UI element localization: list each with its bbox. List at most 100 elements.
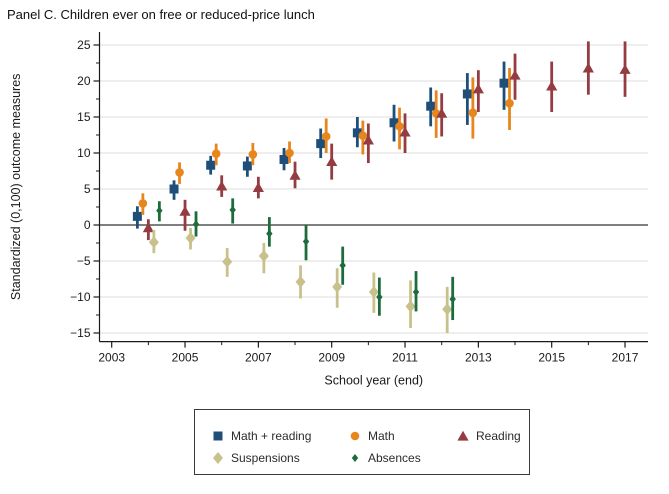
square-marker-icon xyxy=(211,429,225,443)
y-tick-label: −15 xyxy=(70,326,91,340)
marker-absences-2008 xyxy=(302,237,310,246)
marker-absences-2009 xyxy=(339,261,346,270)
marker-math-plus-reading-2012 xyxy=(426,101,436,111)
y-tick-label: −10 xyxy=(70,290,91,304)
marker-reading-2017 xyxy=(619,64,631,74)
y-axis-label: Standardized (0,100) outcome measures xyxy=(9,74,23,301)
marker-reading-2006 xyxy=(216,180,228,191)
x-tick-label: 2009 xyxy=(318,351,345,365)
legend-item-suspensions: Suspensions xyxy=(211,451,300,465)
x-tick-label: 2017 xyxy=(612,351,639,365)
marker-absences-2012 xyxy=(449,295,456,304)
x-tick-label: 2003 xyxy=(98,351,125,365)
y-tick-label: 20 xyxy=(77,74,91,88)
y-tick-label: 15 xyxy=(77,110,91,124)
legend-item-absences: Absences xyxy=(348,451,421,465)
diamond-icon xyxy=(213,452,223,464)
marker-reading-2007 xyxy=(252,182,264,192)
y-tick-label: 10 xyxy=(77,146,91,160)
marker-math-2010 xyxy=(358,131,368,141)
legend-label: Suspensions xyxy=(231,451,300,465)
marker-math-2014 xyxy=(505,99,514,108)
marker-suspensions-2004 xyxy=(148,236,159,249)
diamond-marker-icon xyxy=(211,451,225,465)
math-legend-glyph xyxy=(350,431,360,441)
legend-item-math-plus-reading: Math + reading xyxy=(211,429,311,443)
y-tick-label: 0 xyxy=(84,218,91,232)
marker-absences-2011 xyxy=(412,287,420,296)
legend-label: Reading xyxy=(476,429,521,443)
marker-math-2013 xyxy=(468,108,478,117)
marker-math-2005 xyxy=(175,168,184,177)
x-tick-label: 2013 xyxy=(465,351,492,365)
x-tick-label: 2005 xyxy=(172,351,199,365)
marker-suspensions-2007 xyxy=(258,249,269,262)
triangle-icon xyxy=(457,430,469,441)
legend: Math + reading Math Reading Suspensions … xyxy=(194,409,530,475)
marker-reading-2012 xyxy=(436,108,448,118)
marker-reading-2008 xyxy=(289,169,301,180)
marker-math-2004 xyxy=(138,199,148,208)
marker-math-2006 xyxy=(211,149,221,159)
y-tick-label: 5 xyxy=(84,182,91,196)
marker-math-2008 xyxy=(285,148,294,158)
marker-absences-2010 xyxy=(376,293,383,301)
x-tick-label: 2015 xyxy=(538,351,565,365)
marker-reading-2013 xyxy=(472,83,484,94)
marker-absences-2005 xyxy=(192,220,200,229)
x-axis-label: School year (end) xyxy=(324,374,423,388)
diamond-small-icon xyxy=(351,454,359,462)
marker-math-plus-reading-2007 xyxy=(242,161,252,171)
y-tick-label: −5 xyxy=(77,254,91,268)
marker-reading-2005 xyxy=(179,205,191,216)
circle-marker-icon xyxy=(348,429,362,443)
marker-absences-2004 xyxy=(156,206,163,215)
marker-math-plus-reading-2011 xyxy=(389,118,399,128)
marker-suspensions-2008 xyxy=(295,275,306,288)
legend-item-math: Math xyxy=(348,429,395,443)
triangle-marker-icon xyxy=(456,429,470,443)
marker-suspensions-2012 xyxy=(442,303,453,316)
legend-label: Absences xyxy=(368,451,421,465)
circle-icon xyxy=(350,431,360,441)
marker-math-plus-reading-2004 xyxy=(132,211,142,221)
marker-math-2009 xyxy=(321,132,331,141)
marker-suspensions-2011 xyxy=(405,300,416,313)
math-plus-reading-legend-glyph xyxy=(213,431,223,441)
marker-suspensions-2009 xyxy=(332,280,343,293)
marker-math-plus-reading-2005 xyxy=(169,184,179,194)
square-icon xyxy=(213,431,223,441)
y-tick-label: 25 xyxy=(77,38,91,52)
marker-suspensions-2005 xyxy=(185,231,196,244)
marker-math-2011 xyxy=(395,122,404,131)
marker-suspensions-2006 xyxy=(222,255,233,268)
marker-reading-2016 xyxy=(582,62,594,73)
marker-math-plus-reading-2006 xyxy=(206,160,216,170)
marker-reading-2011 xyxy=(399,126,411,137)
legend-label: Math xyxy=(368,429,395,443)
marker-math-2007 xyxy=(248,150,258,159)
suspensions-legend-glyph xyxy=(213,452,223,464)
x-tick-label: 2007 xyxy=(245,351,272,365)
small-diamond-marker-icon xyxy=(348,451,362,465)
marker-math-plus-reading-2009 xyxy=(316,139,326,149)
x-tick-label: 2011 xyxy=(392,351,418,365)
chart-title: Panel C. Children ever on free or reduce… xyxy=(7,7,315,22)
absences-legend-glyph xyxy=(351,454,359,462)
marker-reading-2010 xyxy=(362,134,374,145)
marker-reading-2014 xyxy=(509,69,521,80)
reading-legend-glyph xyxy=(457,430,469,441)
marker-math-plus-reading-2008 xyxy=(279,154,289,164)
marker-reading-2015 xyxy=(546,80,558,91)
marker-reading-2004 xyxy=(142,222,154,233)
marker-absences-2007 xyxy=(266,229,273,238)
legend-item-reading: Reading xyxy=(456,429,521,443)
marker-math-plus-reading-2010 xyxy=(352,128,362,138)
marker-suspensions-2010 xyxy=(368,285,379,298)
marker-math-plus-reading-2014 xyxy=(499,78,509,88)
marker-math-plus-reading-2013 xyxy=(462,89,472,99)
marker-absences-2006 xyxy=(229,205,236,214)
marker-reading-2009 xyxy=(326,156,338,167)
